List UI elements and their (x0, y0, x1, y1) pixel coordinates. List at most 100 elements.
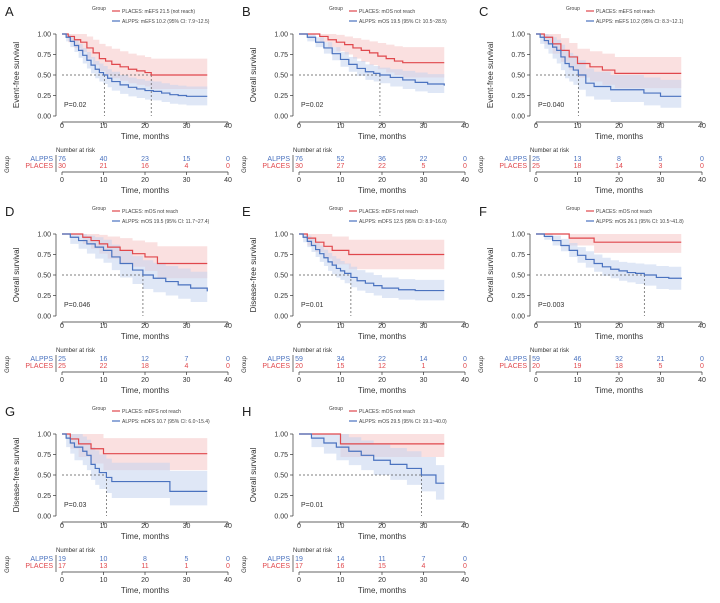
y-tick-label: 1.00 (274, 432, 288, 439)
risk-x-tick-label: 40 (224, 377, 232, 384)
risk-count: 8 (143, 556, 147, 563)
x-tick-label: 0 (297, 323, 301, 330)
legend-entry: ALPPS: mOS 19.5 (95% CI: 10.5~28.5) (359, 19, 447, 25)
risk-count: 76 (295, 156, 303, 163)
risk-count: 36 (378, 156, 386, 163)
km-curve-places (299, 33, 445, 64)
risk-count: 14 (615, 163, 623, 170)
x-tick-label: 40 (224, 123, 232, 130)
legend-entry: PLACES: mDFS not reach (122, 409, 181, 415)
x-tick-label: 0 (297, 523, 301, 530)
risk-x-tick-label: 20 (378, 577, 386, 584)
risk-count: 25 (532, 163, 540, 170)
x-tick-label: 30 (657, 123, 665, 130)
risk-title: Number at risk (293, 148, 333, 154)
y-tick-label: 0.00 (274, 114, 288, 121)
y-tick-label: 0.75 (274, 452, 288, 459)
x-tick-label: 30 (183, 323, 191, 330)
risk-count: 10 (100, 556, 108, 563)
y-axis-label: Overall survival (486, 247, 495, 302)
legend-title: Group (92, 406, 106, 412)
risk-count: 0 (226, 163, 230, 170)
legend-entry: PLACES: mEFS 21.5 (not reach) (122, 9, 195, 15)
risk-count: 0 (463, 563, 467, 570)
legend-entry: ALPPS: mOS 19.5 (95% CI: 11.7~27.4) (122, 219, 210, 225)
km-curve-alpps (536, 233, 682, 280)
km-curve-alpps (299, 433, 445, 484)
km-curve-alpps (299, 33, 445, 86)
risk-count: 25 (532, 156, 540, 163)
risk-row-label: ALPPS (504, 156, 527, 163)
risk-row-label: PLACES (262, 363, 290, 370)
risk-count: 0 (463, 163, 467, 170)
risk-x-tick-label: 20 (378, 177, 386, 184)
risk-row-label: ALPPS (267, 356, 290, 363)
x-axis-label: Time, months (595, 332, 643, 341)
x-tick-label: 20 (378, 123, 386, 130)
risk-x-tick-label: 30 (420, 377, 428, 384)
panel-label: A (5, 4, 14, 19)
panel-label: F (479, 204, 487, 219)
panel-label: B (242, 4, 251, 19)
legend-entry: PLACES: mEFS not reach (596, 9, 655, 15)
risk-row-label: ALPPS (30, 556, 53, 563)
risk-axis-label: Group (479, 156, 485, 173)
y-tick-label: 1.00 (37, 32, 51, 39)
p-value: P=0.046 (64, 302, 90, 309)
legend-title: Group (566, 6, 580, 12)
x-tick-label: 0 (297, 123, 301, 130)
y-tick-label: 1.00 (37, 232, 51, 239)
x-axis-label: Time, months (358, 532, 406, 541)
risk-count: 12 (378, 363, 386, 370)
risk-count: 12 (141, 356, 149, 363)
risk-count: 34 (337, 356, 345, 363)
risk-x-axis-label: Time, months (358, 586, 406, 595)
risk-row-label: PLACES (25, 563, 53, 570)
risk-count: 46 (574, 356, 582, 363)
risk-count: 18 (615, 363, 623, 370)
risk-count: 0 (463, 156, 467, 163)
x-tick-label: 30 (183, 523, 191, 530)
risk-title: Number at risk (293, 348, 333, 354)
risk-count: 17 (58, 563, 66, 570)
risk-count: 20 (295, 363, 303, 370)
y-tick-label: 0.50 (511, 73, 525, 80)
km-panel: B Group PLACES: mOS not reach ALPPS: mOS 19… (242, 4, 469, 195)
km-curve-places (62, 233, 208, 265)
x-tick-label: 20 (378, 323, 386, 330)
risk-count: 30 (58, 163, 66, 170)
risk-count: 0 (226, 363, 230, 370)
risk-count: 76 (58, 156, 66, 163)
legend-entry: ALPPS: mDFS 12.5 (95% CI: 8.9~16.0) (359, 219, 447, 225)
risk-x-tick-label: 40 (224, 577, 232, 584)
risk-count: 40 (100, 156, 108, 163)
y-tick-label: 0.25 (37, 493, 51, 500)
x-tick-label: 30 (420, 123, 428, 130)
risk-x-axis-label: Time, months (121, 186, 169, 195)
risk-title: Number at risk (56, 548, 96, 554)
km-curve-places (62, 433, 208, 455)
risk-x-tick-label: 0 (297, 577, 301, 584)
p-value: P=0.01 (301, 302, 323, 309)
y-tick-label: 0.75 (37, 52, 51, 59)
risk-axis-label: Group (5, 356, 11, 373)
risk-x-tick-label: 30 (657, 377, 665, 384)
p-value: P=0.01 (301, 502, 323, 509)
risk-count: 20 (532, 363, 540, 370)
ci-band (536, 34, 682, 108)
risk-title: Number at risk (56, 148, 96, 154)
risk-count: 1 (422, 363, 426, 370)
y-axis-label: Event-free survival (486, 42, 495, 108)
risk-count: 4 (422, 563, 426, 570)
risk-count: 23 (141, 156, 149, 163)
risk-count: 7 (185, 356, 189, 363)
risk-count: 22 (100, 363, 108, 370)
risk-axis-label: Group (5, 156, 11, 173)
risk-count: 3 (659, 163, 663, 170)
risk-count: 16 (337, 563, 345, 570)
y-tick-label: 1.00 (511, 32, 525, 39)
ci-band (536, 234, 682, 253)
risk-x-tick-label: 20 (615, 377, 623, 384)
risk-count: 25 (58, 356, 66, 363)
x-tick-label: 0 (534, 323, 538, 330)
